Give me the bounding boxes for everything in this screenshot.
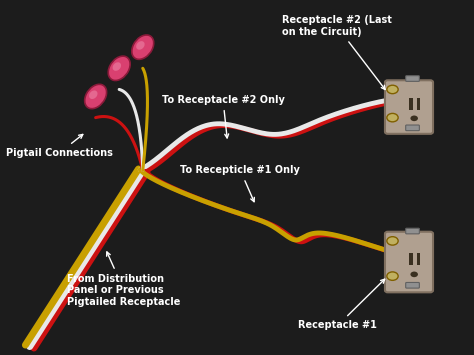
Ellipse shape <box>132 35 154 59</box>
FancyBboxPatch shape <box>385 232 433 292</box>
FancyBboxPatch shape <box>406 76 419 81</box>
Circle shape <box>387 85 398 94</box>
Bar <box>409 253 413 265</box>
Ellipse shape <box>136 41 145 50</box>
FancyBboxPatch shape <box>406 283 419 288</box>
Circle shape <box>387 272 398 280</box>
Text: Receptacle #2 (Last
on the Circuit): Receptacle #2 (Last on the Circuit) <box>282 15 392 89</box>
Ellipse shape <box>108 56 130 81</box>
Bar <box>417 253 420 265</box>
Text: Receptacle #1: Receptacle #1 <box>298 279 385 331</box>
Text: From Distribution
Panel or Previous
Pigtailed Receptacle: From Distribution Panel or Previous Pigt… <box>67 252 181 307</box>
Text: To Receptacle #2 Only: To Receptacle #2 Only <box>162 95 284 138</box>
Circle shape <box>410 115 418 121</box>
Circle shape <box>387 237 398 245</box>
Bar <box>409 98 413 110</box>
Text: To Recepticle #1 Only: To Recepticle #1 Only <box>181 165 301 202</box>
Text: Pigtail Connections: Pigtail Connections <box>6 135 113 158</box>
Circle shape <box>410 272 418 277</box>
Bar <box>417 98 420 110</box>
FancyBboxPatch shape <box>385 80 433 134</box>
Ellipse shape <box>113 62 121 71</box>
Ellipse shape <box>85 84 107 109</box>
FancyBboxPatch shape <box>406 228 419 234</box>
Circle shape <box>387 113 398 122</box>
Ellipse shape <box>89 91 98 99</box>
FancyBboxPatch shape <box>406 125 419 131</box>
